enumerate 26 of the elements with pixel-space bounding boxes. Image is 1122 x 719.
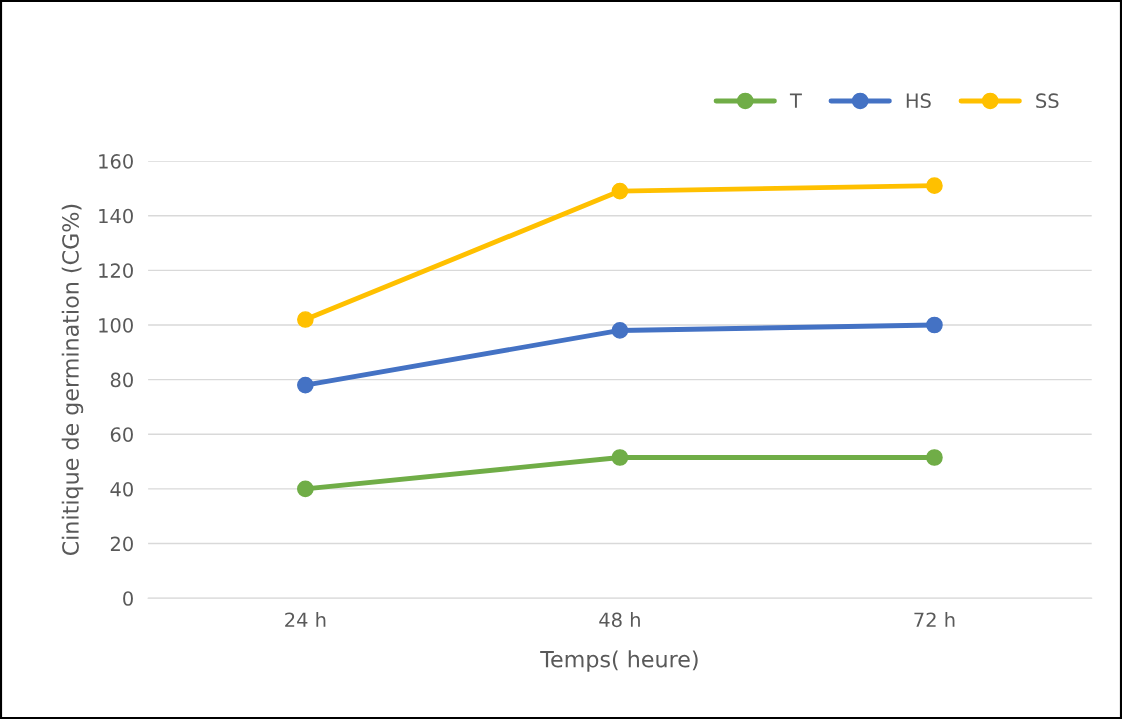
- point: [926, 177, 943, 194]
- x-tick-label: 48 h: [599, 612, 640, 628]
- y-tick-label: 140: [99, 208, 133, 224]
- y-tick-label: 0: [123, 591, 133, 606]
- point: [297, 311, 314, 328]
- y-tick-label: 40: [110, 481, 133, 497]
- point: [297, 480, 314, 498]
- y-tick-label: 60: [110, 427, 133, 442]
- point: [611, 182, 629, 200]
- y-tick-label: 100: [99, 317, 133, 333]
- point: [297, 376, 314, 394]
- y-tick-label: 160: [99, 154, 133, 169]
- point: [611, 322, 629, 339]
- x-tick-label: 72 h: [914, 612, 955, 627]
- y-tick-label: 80: [110, 372, 133, 388]
- y-tick-label: 120: [99, 263, 133, 279]
- legend-label: SS: [1036, 93, 1059, 109]
- point: [926, 449, 943, 466]
- point: [926, 316, 943, 334]
- x-axis-title: Temps( heure): [540, 650, 698, 672]
- legend-label: HS: [906, 93, 931, 109]
- x-tick-label: 24 h: [285, 612, 326, 627]
- point: [611, 449, 629, 466]
- y-axis-title: Cinitique de germination (CG%): [61, 204, 84, 556]
- legend-label: T: [789, 93, 802, 108]
- y-tick-label: 20: [110, 536, 133, 552]
